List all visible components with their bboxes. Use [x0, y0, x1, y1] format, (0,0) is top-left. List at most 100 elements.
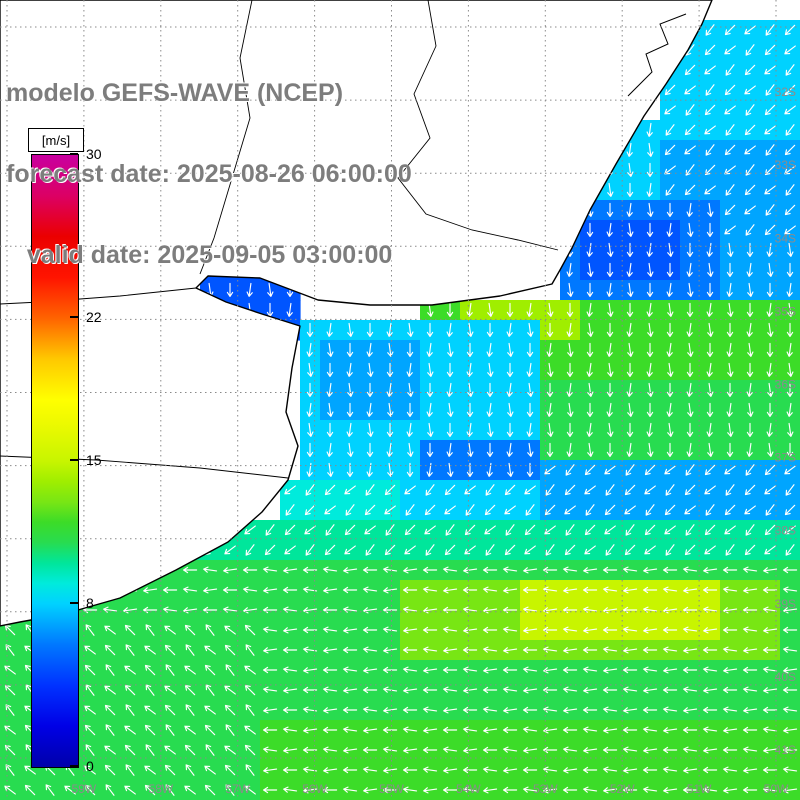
wind-arrow-icon	[784, 225, 796, 235]
wind-arrow-icon	[546, 402, 553, 417]
wind-arrow-icon	[643, 666, 658, 673]
wind-arrow-icon	[423, 686, 438, 694]
wind-arrow-icon	[463, 687, 478, 694]
map-titles: modelo GEFS-WAVE (NCEP) forecast date: 2…	[6, 26, 412, 323]
wind-arrow-icon	[765, 84, 775, 96]
wind-arrow-icon	[163, 606, 178, 613]
wind-arrow-icon	[603, 686, 618, 694]
wind-arrow-icon	[664, 105, 676, 115]
wind-arrow-icon	[346, 422, 353, 437]
wind-arrow-icon	[786, 282, 793, 297]
wind-arrow-icon	[244, 744, 256, 756]
wind-arrow-icon	[184, 785, 196, 795]
wind-arrow-icon	[506, 422, 514, 437]
model-title: modelo GEFS-WAVE (NCEP)	[6, 79, 344, 107]
wind-arrow-icon	[626, 382, 633, 397]
wind-arrow-icon	[64, 785, 76, 795]
wind-arrow-icon	[124, 624, 136, 636]
wind-arrow-icon	[84, 645, 96, 655]
wind-arrow-icon	[403, 726, 418, 733]
wind-arrow-icon	[703, 567, 718, 574]
wind-arrow-icon	[784, 144, 796, 156]
wind-arrow-icon	[785, 544, 795, 556]
wind-arrow-icon	[304, 504, 316, 516]
wind-arrow-icon	[264, 544, 276, 556]
wind-arrow-icon	[746, 302, 754, 317]
wind-arrow-icon	[606, 342, 613, 357]
wind-arrow-icon	[623, 786, 638, 794]
wind-arrow-icon	[365, 484, 375, 496]
wind-arrow-icon	[704, 545, 716, 555]
wind-arrow-icon	[283, 646, 298, 654]
wind-arrow-icon	[505, 524, 515, 536]
wind-arrow-icon	[486, 342, 493, 357]
wind-arrow-icon	[605, 484, 615, 496]
wind-arrow-icon	[487, 422, 494, 437]
wind-arrow-icon	[467, 382, 474, 397]
wind-arrow-icon	[263, 666, 278, 674]
wind-arrow-icon	[523, 567, 538, 574]
wind-arrow-icon	[586, 242, 593, 257]
wind-arrow-icon	[703, 666, 718, 673]
wind-arrow-icon	[483, 686, 498, 694]
wind-arrow-icon	[703, 747, 718, 754]
wind-arrow-icon	[743, 626, 758, 633]
wind-arrow-icon	[564, 505, 576, 515]
wind-arrow-icon	[724, 144, 736, 156]
wind-arrow-icon	[544, 504, 556, 516]
wind-arrow-icon	[344, 485, 356, 495]
wind-arrow-icon	[746, 322, 753, 337]
wind-arrow-icon	[687, 282, 694, 297]
wind-arrow-icon	[787, 362, 794, 377]
lon-label: 52W	[610, 782, 635, 796]
wind-arrow-icon	[786, 402, 793, 417]
wind-arrow-icon	[403, 627, 418, 634]
wind-arrow-icon	[567, 402, 574, 417]
wind-arrow-icon	[423, 706, 438, 713]
wind-arrow-icon	[603, 586, 618, 593]
wind-arrow-icon	[646, 422, 653, 437]
wind-arrow-icon	[783, 626, 798, 634]
wind-arrow-icon	[624, 544, 636, 556]
wind-arrow-icon	[764, 44, 776, 56]
wind-arrow-icon	[627, 402, 634, 417]
wind-arrow-icon	[764, 164, 776, 176]
wind-arrow-icon	[125, 764, 135, 776]
wind-arrow-icon	[144, 664, 156, 676]
wind-arrow-icon	[304, 525, 316, 535]
wind-arrow-icon	[124, 725, 136, 735]
wind-arrow-icon	[263, 686, 278, 693]
wind-arrow-icon	[506, 362, 514, 377]
wind-arrow-icon	[104, 764, 116, 776]
wind-arrow-icon	[783, 646, 798, 653]
wind-arrow-icon	[624, 505, 636, 515]
wind-arrow-icon	[507, 462, 514, 477]
wind-arrow-icon	[463, 666, 478, 673]
wind-arrow-icon	[643, 646, 658, 654]
wind-arrow-icon	[725, 64, 735, 76]
wind-arrow-icon	[603, 626, 618, 634]
wind-arrow-icon	[283, 766, 298, 774]
wind-arrow-icon	[566, 362, 574, 377]
wind-arrow-icon	[503, 566, 518, 573]
wind-arrow-icon	[767, 382, 774, 397]
wind-arrow-icon	[283, 747, 298, 754]
wind-arrow-icon	[606, 382, 614, 397]
wind-arrow-icon	[724, 204, 736, 216]
wind-arrow-icon	[164, 685, 176, 695]
wind-arrow-icon	[343, 627, 358, 634]
wind-arrow-icon	[267, 282, 274, 297]
wind-arrow-icon	[327, 462, 334, 477]
colorbar-tick-label: 30	[86, 146, 102, 162]
wind-arrow-icon	[683, 666, 698, 674]
wind-arrow-icon	[526, 402, 534, 417]
wind-arrow-icon	[303, 667, 318, 674]
colorbar-tick-label: 8	[86, 594, 94, 611]
wind-arrow-icon	[185, 704, 195, 716]
wind-arrow-icon	[344, 545, 356, 555]
colorbar-tick-mark	[70, 601, 78, 604]
river-line	[627, 13, 687, 97]
wind-arrow-icon	[343, 687, 358, 694]
wind-arrow-icon	[643, 586, 658, 594]
wind-arrow-icon	[765, 204, 775, 216]
